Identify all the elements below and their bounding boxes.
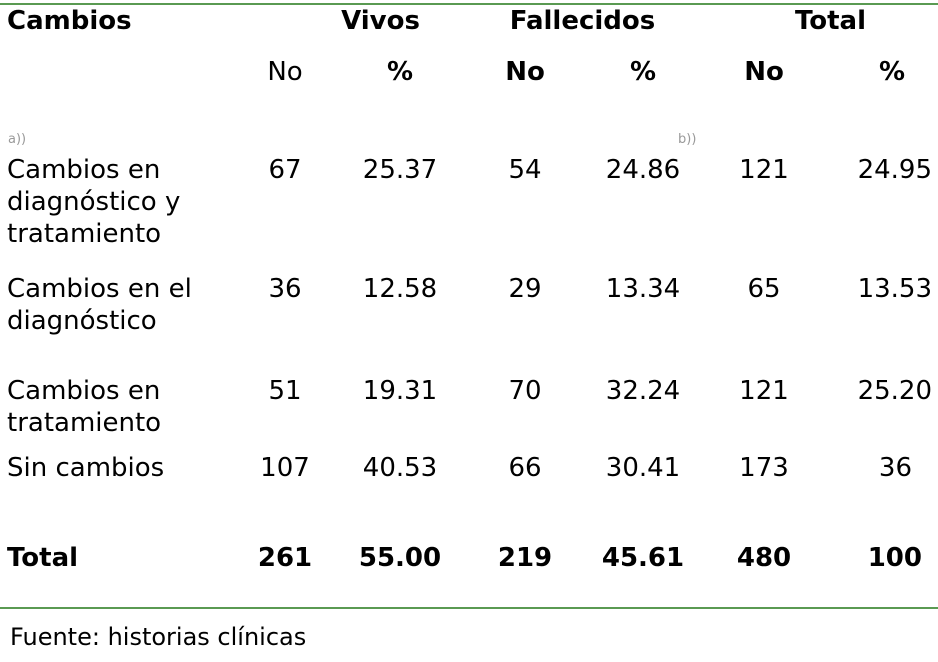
subheader-total-pct: % bbox=[878, 57, 906, 87]
row-label-sin-cambios: Sin cambios bbox=[7, 453, 165, 483]
header-total: Total bbox=[794, 6, 867, 36]
row1-vivos-pct: 25.37 bbox=[362, 155, 438, 185]
row1-total-pct: 24.95 bbox=[857, 155, 932, 185]
note-b: b)) bbox=[678, 132, 697, 147]
subheader-total-no: No bbox=[744, 57, 784, 87]
total-vivos-pct: 55.00 bbox=[358, 543, 442, 573]
row2-vivos-pct: 12.58 bbox=[362, 274, 438, 304]
subheader-vivos-no: No bbox=[267, 57, 303, 87]
total-fallecidos-pct: 45.61 bbox=[601, 543, 685, 573]
row4-fallecidos-no: 66 bbox=[508, 453, 542, 483]
total-total-pct: 100 bbox=[867, 543, 922, 573]
top-rule bbox=[0, 3, 938, 5]
subheader-fallecidos-pct: % bbox=[629, 57, 657, 87]
row4-total-no: 173 bbox=[739, 453, 789, 483]
row2-fallecidos-no: 29 bbox=[508, 274, 542, 304]
row2-total-no: 65 bbox=[747, 274, 781, 304]
total-total-no: 480 bbox=[736, 543, 792, 573]
row1-fallecidos-no: 54 bbox=[508, 155, 542, 185]
row-label-trat: Cambios en tratamiento bbox=[7, 376, 162, 438]
row2-fallecidos-pct: 13.34 bbox=[605, 274, 681, 304]
row-label-total: Total bbox=[7, 543, 79, 573]
row-label-diag-trat: Cambios en diagnóstico y tratamiento bbox=[7, 155, 181, 249]
row3-total-pct: 25.20 bbox=[857, 376, 932, 406]
total-fallecidos-no: 219 bbox=[497, 543, 553, 573]
row3-vivos-no: 51 bbox=[268, 376, 302, 406]
bottom-rule bbox=[0, 607, 938, 609]
row1-fallecidos-pct: 24.86 bbox=[605, 155, 681, 185]
row1-total-no: 121 bbox=[739, 155, 789, 185]
row3-vivos-pct: 19.31 bbox=[362, 376, 438, 406]
note-a: a)) bbox=[8, 132, 27, 147]
row3-fallecidos-pct: 32.24 bbox=[605, 376, 681, 406]
row1-vivos-no: 67 bbox=[268, 155, 302, 185]
total-vivos-no: 261 bbox=[257, 543, 313, 573]
header-vivos: Vivos bbox=[341, 6, 420, 36]
subheader-vivos-pct: % bbox=[386, 57, 414, 87]
header-fallecidos: Fallecidos bbox=[509, 6, 656, 36]
row4-vivos-pct: 40.53 bbox=[362, 453, 438, 483]
source-footnote: Fuente: historias clínicas bbox=[10, 623, 307, 651]
row2-total-pct: 13.53 bbox=[857, 274, 932, 304]
header-cambios: Cambios bbox=[7, 6, 132, 36]
row4-total-pct: 36 bbox=[878, 453, 912, 483]
row3-fallecidos-no: 70 bbox=[508, 376, 542, 406]
row4-vivos-no: 107 bbox=[260, 453, 310, 483]
subheader-fallecidos-no: No bbox=[505, 57, 545, 87]
row-label-diag: Cambios en el diagnóstico bbox=[7, 274, 192, 336]
row2-vivos-no: 36 bbox=[268, 274, 302, 304]
row4-fallecidos-pct: 30.41 bbox=[605, 453, 681, 483]
row3-total-no: 121 bbox=[739, 376, 789, 406]
